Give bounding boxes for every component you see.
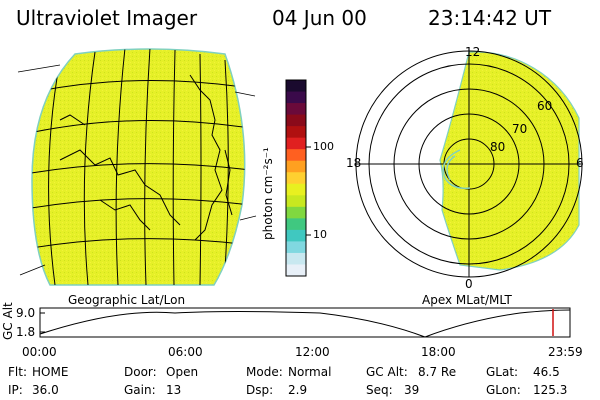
flt-label: Flt: (8, 365, 27, 379)
glat-value: 46.5 (533, 365, 560, 379)
colorbar-segment (286, 114, 306, 127)
mlat-label-60: 60 (537, 99, 553, 113)
colorbar-segment (286, 172, 306, 185)
colorbar-segment (286, 103, 306, 116)
colorbar-segment (286, 183, 306, 196)
colorbar-unit-label: photon cm⁻²s⁻¹ (261, 147, 275, 240)
dsp-label: Dsp: (246, 383, 274, 397)
timeline-ytick-bottom: 1.8 (16, 325, 36, 339)
geographic-emission-fill (31, 48, 246, 286)
polar-emission-fill (439, 51, 580, 271)
timeline-xtick-2359: 23:59 (548, 345, 583, 359)
mlt-label-0: 0 (465, 277, 473, 291)
altitude-timeline (39, 307, 571, 338)
gain-label: Gain: (124, 383, 156, 397)
glat-label: GLat: (486, 365, 519, 379)
colorbar-segment (286, 206, 306, 219)
colorbar-segment (286, 126, 306, 139)
colorbar-segment (286, 91, 306, 104)
mode-value: Normal (288, 365, 332, 379)
mlt-label-6: 6 (576, 156, 584, 170)
mlt-label-12: 12 (465, 45, 481, 59)
geographic-caption: Geographic Lat/Lon (68, 293, 186, 307)
colorbar-segment (286, 149, 306, 162)
seq-value: 39 (404, 383, 420, 397)
flt-value: HOME (32, 365, 69, 379)
timeline-xtick-0000: 00:00 (22, 345, 57, 359)
colorbar-segment (286, 241, 306, 254)
mlt-label-18: 18 (346, 156, 362, 170)
colorbar-segment (286, 229, 306, 242)
colorbar-segment (286, 218, 306, 231)
ip-label: IP: (8, 383, 23, 397)
colorbar-segment (286, 264, 306, 277)
door-label: Door: (124, 365, 157, 379)
colorbar-tick-10: 10 (313, 228, 327, 241)
colorbar-segment (286, 195, 306, 208)
door-value: Open (166, 365, 199, 379)
colorbar-tick-100: 100 (313, 140, 334, 153)
ip-value: 36.0 (32, 383, 59, 397)
glon-label: GLon: (486, 383, 521, 397)
timeline-ytick-top: 9.0 (16, 306, 36, 320)
colorbar-segment (286, 80, 306, 93)
colorbar-frame (285, 79, 307, 277)
altitude-curve (39, 309, 571, 338)
apex-caption: Apex MLat/MLT (422, 293, 512, 307)
mode-label: Mode: (246, 365, 283, 379)
colorbar-segment (286, 137, 306, 150)
date-label: 04 Jun 00 (272, 6, 367, 30)
instrument-title: Ultraviolet Imager (16, 6, 198, 30)
seq-label: Seq: (366, 383, 393, 397)
timeline-y-label: GC Alt (1, 302, 15, 340)
time-label: 23:14:42 UT (428, 6, 552, 30)
gc-alt-value: 8.7 Re (418, 365, 457, 379)
polar-map (355, 50, 583, 278)
geographic-map (17, 48, 257, 286)
colorbar-segment (286, 160, 306, 173)
gc-alt-label: GC Alt: (366, 365, 408, 379)
glon-value: 125.3 (533, 383, 568, 397)
gain-value: 13 (166, 383, 182, 397)
timeline-xtick-1200: 12:00 (295, 345, 330, 359)
colorbar (285, 79, 311, 277)
mlat-label-70: 70 (512, 122, 528, 136)
timeline-xtick-1800: 18:00 (421, 345, 456, 359)
dsp-value: 2.9 (288, 383, 308, 397)
colorbar-segment (286, 252, 306, 265)
mlat-label-80: 80 (490, 140, 506, 154)
timeline-xtick-0600: 06:00 (168, 345, 203, 359)
